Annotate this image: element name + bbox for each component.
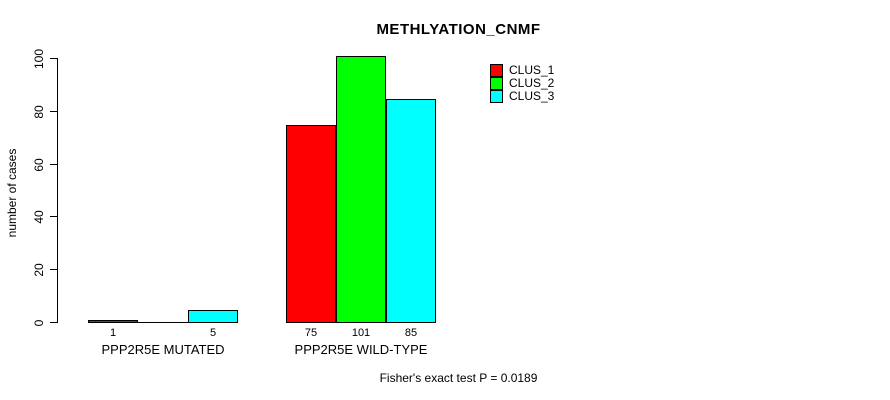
y-axis-line [57,58,58,323]
y-tick-mark [50,111,57,112]
bar-clus_3 [386,99,436,323]
group-label: PPP2R5E WILD-TYPE [294,342,428,357]
legend-row: CLUS_1 [490,64,554,77]
legend-swatch-clus_1 [490,64,503,77]
bar-clus_2 [138,322,188,323]
legend-row: CLUS_2 [490,77,554,90]
bar-value-label: 1 [109,327,117,339]
bar-value-label: 101 [351,327,371,339]
y-axis-title: number of cases [5,148,19,238]
bar-value-label: 85 [404,327,418,339]
bar-clus_1 [286,125,336,323]
legend: CLUS_1 CLUS_2 CLUS_3 [490,64,554,103]
legend-label: CLUS_3 [509,89,555,103]
y-tick-label: 100 [32,48,46,69]
y-tick-label: 40 [32,209,46,224]
y-tick-mark [50,322,57,323]
y-tick-mark [50,269,57,270]
footer-caption: Fisher's exact test P = 0.0189 [379,371,538,385]
legend-swatch-clus_2 [490,77,503,90]
bar-clus_2 [336,56,386,323]
legend-swatch-clus_3 [490,90,503,103]
legend-label: CLUS_1 [509,63,555,77]
legend-label: CLUS_2 [509,76,555,90]
y-tick-mark [50,58,57,59]
y-tick-mark [50,216,57,217]
bar-clus_3 [188,310,238,323]
bar-clus_1 [88,320,138,323]
y-tick-label: 0 [32,319,46,326]
bar-value-label: 5 [209,327,217,339]
bar-value-label: 75 [304,327,318,339]
y-tick-label: 80 [32,104,46,119]
legend-row: CLUS_3 [490,90,554,103]
group-label: PPP2R5E MUTATED [101,342,225,357]
chart-title: METHLYATION_CNMF [376,21,541,38]
y-tick-label: 20 [32,262,46,277]
y-tick-label: 60 [32,157,46,172]
y-tick-mark [50,164,57,165]
